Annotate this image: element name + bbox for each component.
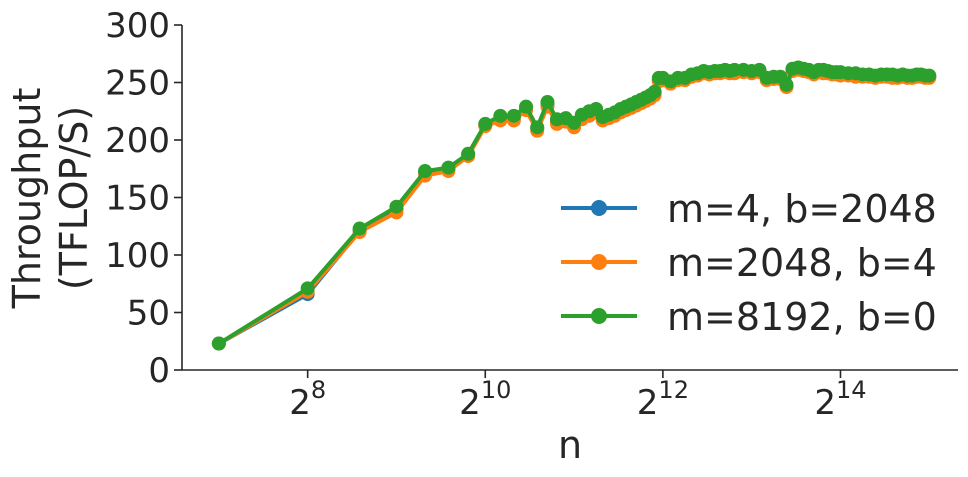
y-tick-label: 200: [105, 121, 170, 161]
x-tick-label: 28: [289, 376, 326, 423]
data-point: [461, 146, 476, 161]
data-point: [418, 164, 433, 179]
y-tick-label: 50: [127, 294, 170, 334]
data-point: [779, 77, 794, 92]
y-ticks: 0 50 100 150 200 250 300: [105, 6, 182, 391]
x-axis-title: n: [558, 423, 582, 467]
data-point: [300, 281, 315, 296]
data-point: [352, 221, 367, 236]
legend: m=4, b=2048 m=2048, b=4 m=8192, b=0: [561, 187, 937, 339]
data-point: [540, 95, 555, 110]
y-axis-title-line2: (TFLOP/S): [52, 106, 96, 290]
legend-item: m=8192, b=0: [561, 295, 937, 339]
data-point: [506, 108, 521, 123]
data-point: [389, 199, 404, 214]
legend-marker: [591, 308, 607, 324]
x-tick-label: 212: [637, 376, 689, 423]
data-point: [441, 160, 456, 175]
legend-label: m=4, b=2048: [667, 187, 937, 231]
legend-item: m=4, b=2048: [561, 187, 937, 231]
y-tick-label: 150: [105, 179, 170, 219]
data-point: [493, 108, 508, 123]
data-point: [647, 84, 662, 99]
data-point: [478, 116, 493, 131]
y-tick-label: 0: [148, 351, 170, 391]
data-point: [530, 120, 545, 135]
legend-label: m=8192, b=0: [667, 295, 937, 339]
x-tick-label: 210: [459, 376, 511, 423]
legend-marker: [591, 254, 607, 270]
y-tick-label: 100: [105, 236, 170, 276]
data-point: [211, 336, 226, 351]
y-axis-title-line1: Throughput: [5, 88, 49, 310]
y-tick-label: 250: [105, 64, 170, 104]
legend-label: m=2048, b=4: [667, 241, 937, 285]
series-layer: [211, 60, 937, 351]
legend-marker: [591, 200, 607, 216]
x-tick-label: 214: [814, 376, 866, 423]
data-point: [519, 99, 534, 114]
data-point: [922, 68, 937, 83]
y-tick-label: 300: [105, 6, 170, 46]
legend-item: m=2048, b=4: [561, 241, 937, 285]
series-3: [211, 60, 937, 351]
x-ticks: 28 210 212 214: [289, 370, 867, 423]
